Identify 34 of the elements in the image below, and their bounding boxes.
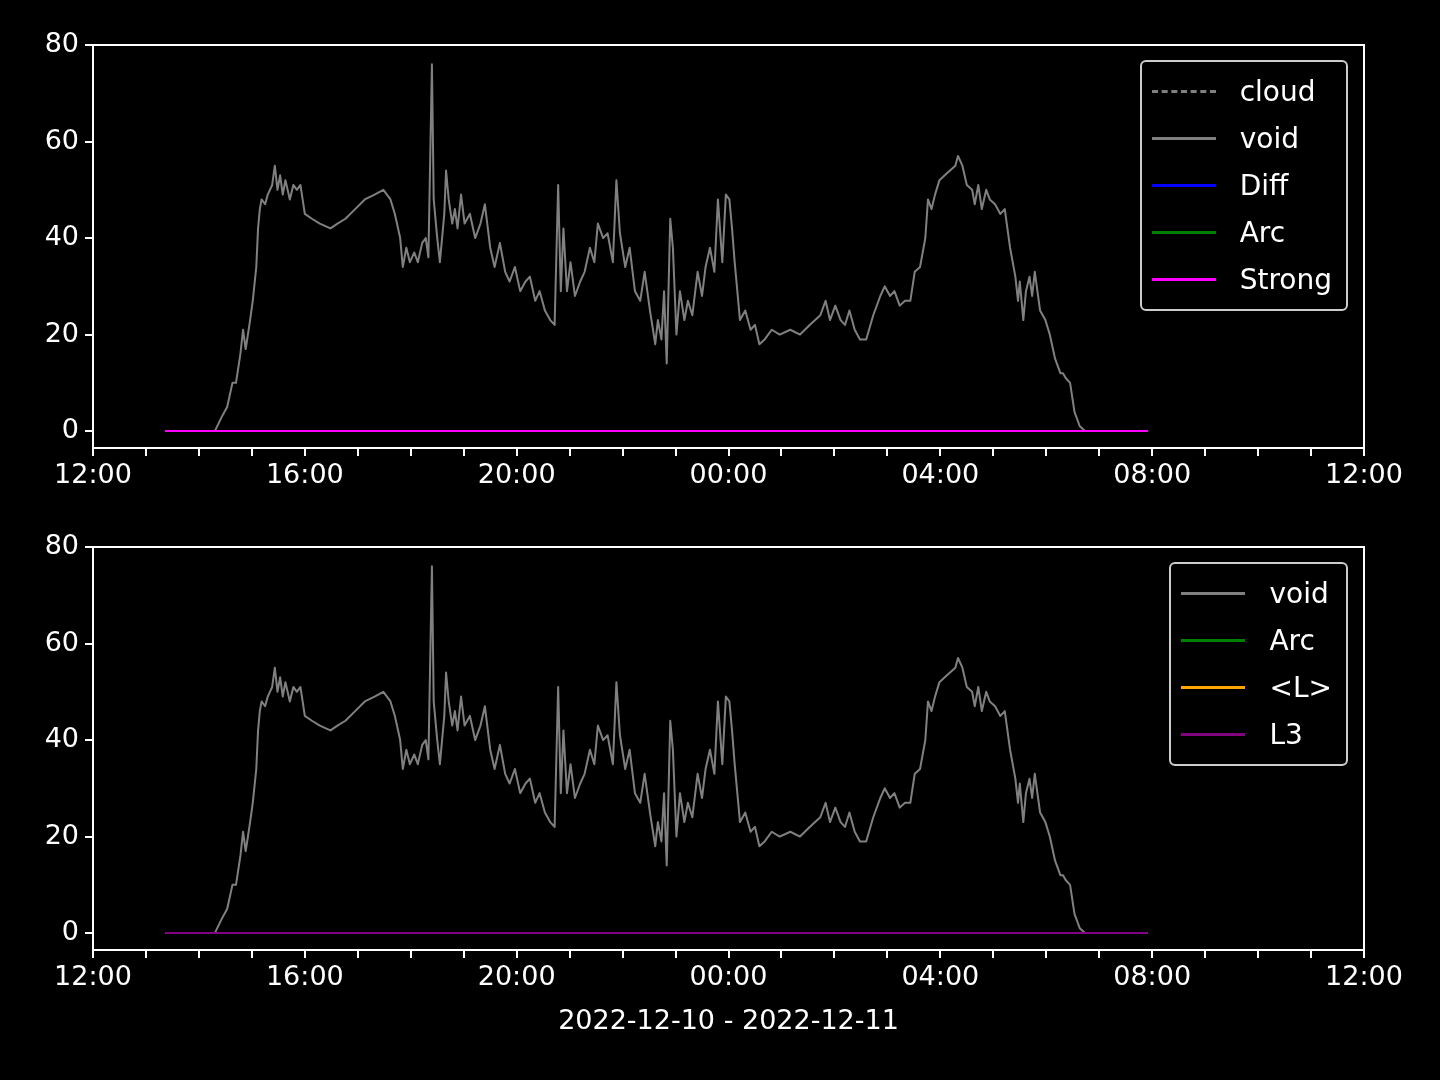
legend-label: void xyxy=(1269,577,1329,610)
x-tick-label: 00:00 xyxy=(689,960,768,992)
x-tick-label: 16:00 xyxy=(265,458,344,490)
legend-label: <L> xyxy=(1269,671,1332,704)
y-tick-label: 0 xyxy=(61,413,79,445)
x-tick-label: 08:00 xyxy=(1113,458,1192,490)
x-tick-label: 20:00 xyxy=(477,458,556,490)
x-tick-label: 04:00 xyxy=(901,960,980,992)
legend-label: L3 xyxy=(1269,718,1303,751)
y-tick-label: 80 xyxy=(44,529,79,561)
y-tick-label: 20 xyxy=(44,818,79,850)
x-tick-label: 16:00 xyxy=(265,960,344,992)
y-tick-label: 20 xyxy=(44,316,79,348)
x-axis-title: 2022-12-10 - 2022-12-11 xyxy=(558,1003,899,1035)
x-tick-label: 12:00 xyxy=(1325,458,1403,490)
x-tick-label: 00:00 xyxy=(689,458,768,490)
legend-label: void xyxy=(1239,122,1299,155)
legend-label: Strong xyxy=(1239,263,1332,296)
y-tick-label: 80 xyxy=(44,27,79,59)
x-tick-label: 12:00 xyxy=(54,960,132,992)
legend-label: Arc xyxy=(1269,624,1315,657)
y-tick-label: 0 xyxy=(61,915,79,947)
y-tick-label: 60 xyxy=(44,625,79,657)
y-tick-label: 40 xyxy=(44,722,79,754)
x-tick-label: 04:00 xyxy=(901,458,980,490)
x-tick-label: 12:00 xyxy=(54,458,132,490)
legend-label: Arc xyxy=(1239,216,1286,249)
y-tick-label: 60 xyxy=(44,123,79,155)
x-tick-label: 12:00 xyxy=(1325,960,1403,992)
y-tick-label: 40 xyxy=(44,220,79,252)
x-tick-label: 08:00 xyxy=(1113,960,1192,992)
x-tick-label: 20:00 xyxy=(477,960,556,992)
legend-label: Diff xyxy=(1239,169,1289,202)
legend-label: cloud xyxy=(1239,75,1316,108)
